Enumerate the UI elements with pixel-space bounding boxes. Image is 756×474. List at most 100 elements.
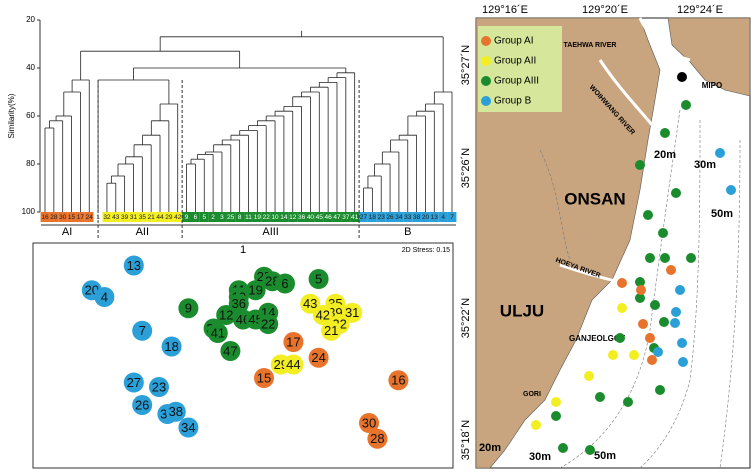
group-label: AI: [62, 226, 72, 238]
point: [275, 273, 295, 294]
group-label: AII: [136, 226, 149, 238]
station: [645, 253, 655, 263]
y-tick-label: 100: [22, 207, 36, 216]
point-label: 19: [248, 283, 262, 298]
legend-label: Group AIII: [494, 76, 539, 87]
leaf-box: [137, 212, 147, 222]
point: [207, 323, 228, 343]
leaf-label: 25: [227, 214, 235, 221]
leaf-label: 4: [441, 214, 445, 221]
leaf-box: [421, 212, 430, 222]
point: [216, 305, 237, 325]
leaf-box: [58, 212, 68, 222]
point: [359, 413, 379, 433]
point-label: 18: [164, 339, 178, 354]
point: [283, 354, 304, 375]
point-label: 16: [391, 373, 405, 388]
point: [123, 372, 144, 393]
station: [531, 420, 541, 430]
point: [220, 341, 241, 361]
station: [650, 300, 660, 310]
leaf-label: 36: [298, 214, 306, 221]
leaf-label: 42: [174, 214, 182, 221]
group-label: AIII: [262, 226, 279, 238]
leaf-box: [235, 212, 245, 222]
depth-label: 20m: [654, 149, 676, 161]
point: [123, 255, 144, 276]
leaf-box: [84, 212, 94, 222]
leaf-box: [146, 212, 156, 222]
station: [715, 148, 725, 158]
station: [677, 338, 687, 348]
leaf-box: [155, 212, 165, 222]
group-label: B: [404, 226, 411, 238]
station: [647, 355, 657, 365]
leaf-label: 13: [431, 214, 439, 221]
point-label: 6: [281, 276, 288, 291]
leaf-box: [412, 212, 422, 222]
station: [638, 319, 648, 329]
leaf-box: [129, 212, 138, 222]
leaf-box: [332, 212, 342, 222]
leaf-box: [40, 212, 50, 222]
point-label: 27: [127, 375, 141, 390]
point: [161, 336, 182, 357]
leaf-label: 35: [139, 214, 147, 221]
leaf-box: [270, 212, 280, 222]
station: [623, 397, 633, 407]
station: [659, 317, 669, 327]
leaf-box: [120, 212, 130, 222]
station: [643, 210, 653, 220]
station: [655, 385, 665, 395]
point-label: 4: [101, 289, 108, 304]
station: [681, 100, 691, 110]
point: [258, 314, 279, 334]
point: [94, 287, 115, 307]
leaf-box: [102, 212, 112, 222]
land-east: [667, 17, 751, 97]
leaf-box: [314, 212, 324, 222]
leaf-label: 11: [245, 214, 252, 221]
point-label: 43: [303, 296, 317, 311]
station: [658, 228, 668, 238]
lat-label: 35°27´N: [460, 45, 472, 86]
leaf-label: 19: [254, 214, 262, 221]
y-tick-label: 40: [26, 63, 35, 72]
station: [671, 307, 681, 317]
point: [321, 320, 342, 341]
place-label: GANJEOLGOT: [569, 334, 625, 343]
depth-label: 20m: [479, 442, 501, 454]
leaf-label: 43: [112, 214, 120, 221]
point-label: 34: [181, 420, 195, 435]
point-label: 5: [315, 271, 322, 286]
leaf-box: [279, 212, 289, 222]
leaf-label: 33: [404, 214, 412, 221]
station: [551, 397, 561, 407]
nmds-frame: [32, 242, 454, 469]
legend-swatch: [481, 76, 491, 86]
station: [635, 160, 645, 170]
station: [675, 285, 685, 295]
point: [283, 332, 304, 352]
depth-label: 30m: [529, 451, 551, 463]
point-label: 38: [169, 404, 183, 419]
station: [653, 347, 663, 357]
station: [677, 72, 687, 82]
leaf-box: [164, 212, 174, 222]
leaf-box: [288, 212, 298, 222]
station: [636, 285, 646, 295]
leaf-box: [208, 212, 218, 222]
y-axis-label: Similarity(%): [7, 93, 16, 138]
point: [308, 269, 329, 289]
leaf-box: [49, 212, 59, 222]
point-label: 31: [345, 305, 359, 320]
point-label: 42: [316, 307, 330, 322]
point: [178, 417, 199, 438]
station: [635, 293, 645, 303]
leaf-label: 17: [77, 214, 85, 221]
point: [132, 395, 153, 415]
point: [312, 305, 333, 325]
point-label: 22: [261, 316, 275, 331]
